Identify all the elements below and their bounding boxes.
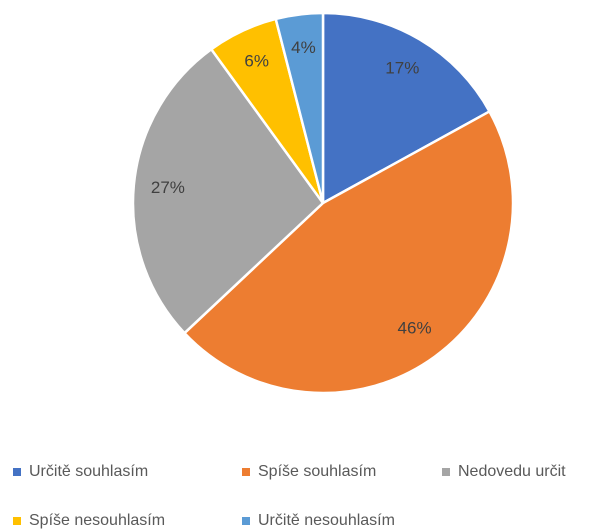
legend-label: Určitě souhlasím: [29, 463, 148, 480]
legend-swatch: [13, 517, 21, 525]
data-label: 27%: [151, 178, 185, 197]
legend-label: Určitě nesouhlasím: [258, 512, 395, 529]
legend-swatch: [442, 468, 450, 476]
legend-swatch: [242, 517, 250, 525]
data-label: 17%: [385, 58, 419, 77]
legend-label: Nedovedu určit: [458, 463, 566, 480]
data-label: 6%: [244, 52, 269, 71]
data-label: 4%: [291, 38, 316, 57]
data-label: 46%: [398, 319, 432, 338]
legend-swatch: [13, 468, 21, 476]
pie-slice: [131, 47, 325, 335]
legend-swatch: [242, 468, 250, 476]
pie-slice: [321, 11, 492, 206]
legend-label: Spíše souhlasím: [258, 463, 376, 480]
pie-slice: [182, 109, 515, 395]
pie-slice: [274, 11, 325, 204]
legend-label: Spíše nesouhlasím: [29, 512, 165, 529]
